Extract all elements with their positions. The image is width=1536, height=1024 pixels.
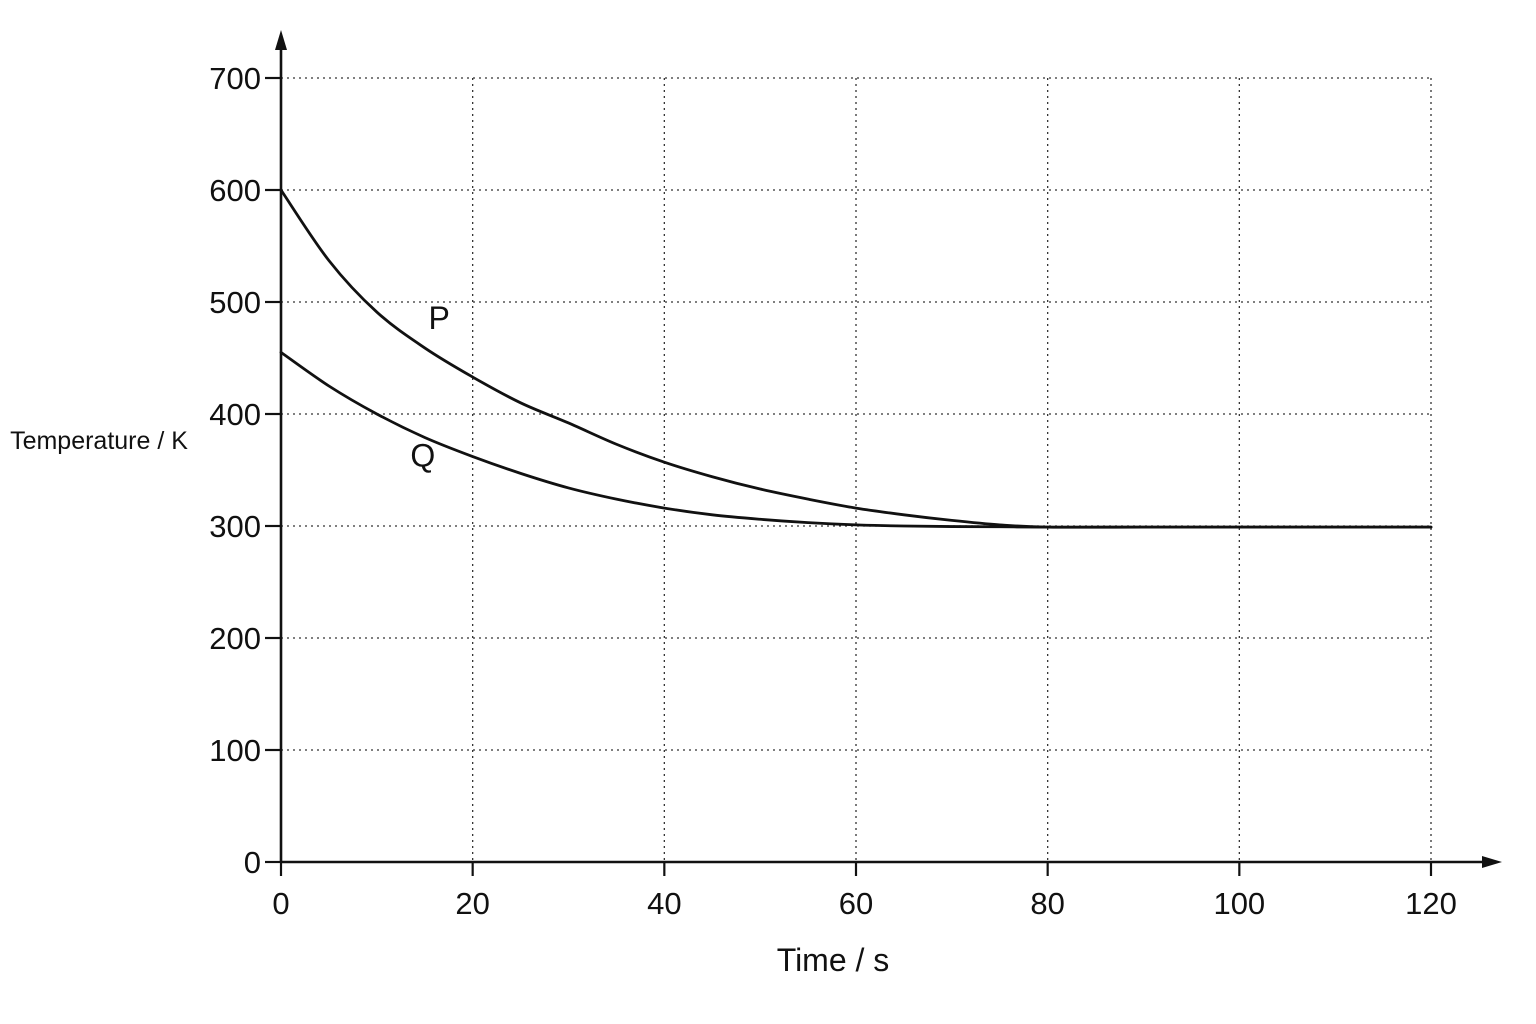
y-tick-label-500: 500 xyxy=(209,285,261,320)
x-tick-label-100: 100 xyxy=(1213,886,1265,921)
ticks: 0 100 200 300 400 500 600 700 0 20 40 60 80 100 120 xyxy=(209,61,1457,921)
series xyxy=(279,188,1433,529)
curve-label-q: Q xyxy=(410,438,435,474)
y-axis-title: Temperature / K xyxy=(10,427,188,455)
x-axis-arrowhead xyxy=(1482,856,1502,868)
y-tick-label-0: 0 xyxy=(244,845,261,880)
series-line-q xyxy=(279,351,1433,529)
grid xyxy=(281,77,1432,862)
y-tick-label-300: 300 xyxy=(209,509,261,544)
x-tick-label-80: 80 xyxy=(1030,886,1064,921)
y-tick-label-600: 600 xyxy=(209,173,261,208)
y-tick-label-700: 700 xyxy=(209,61,261,96)
y-tick-label-100: 100 xyxy=(209,733,261,768)
x-tick-label-20: 20 xyxy=(455,886,489,921)
y-tick-label-400: 400 xyxy=(209,397,261,432)
x-tick-label-0: 0 xyxy=(272,886,289,921)
x-tick-label-60: 60 xyxy=(839,886,873,921)
x-tick-label-40: 40 xyxy=(647,886,681,921)
x-axis-title: Time / s xyxy=(777,942,890,978)
x-tick-label-120: 120 xyxy=(1405,886,1457,921)
y-axis-arrowhead xyxy=(275,30,287,50)
y-tick-label-200: 200 xyxy=(209,621,261,656)
labels: PQ xyxy=(410,300,449,474)
axes xyxy=(275,30,1502,868)
curve-label-p: P xyxy=(428,300,449,336)
